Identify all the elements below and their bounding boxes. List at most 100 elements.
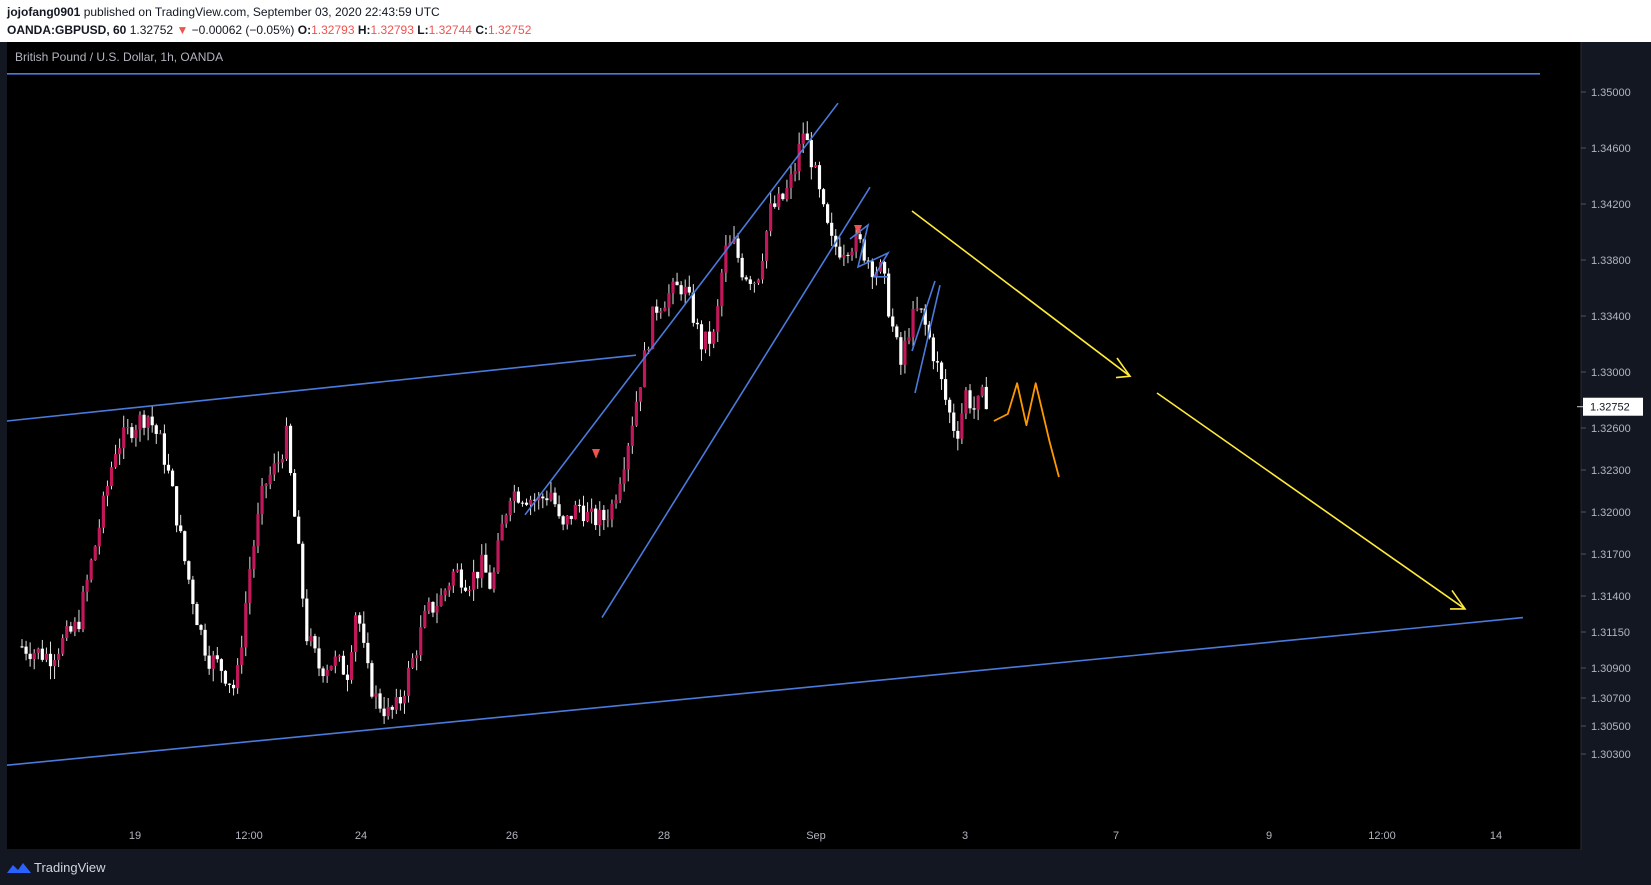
candle-body [366,642,370,664]
candle-body [170,470,175,487]
price-tick-label: 1.34600 [1591,143,1631,155]
candle-body [964,390,968,414]
candle-body [744,277,748,280]
candle-body [777,193,781,207]
tradingview-brand[interactable]: TradingView [34,860,106,875]
candle-body [268,474,272,485]
price-axis[interactable]: 1.35000 1.34600 1.34200 1.33800 1.33400 1.330… [1577,87,1643,761]
candle-body [215,655,219,660]
candle-body [44,653,49,660]
candle-body [390,706,394,710]
chart-canvas[interactable]: British Pound / U.S. Dollar, 1h, OANDA 1… [0,42,1651,850]
price-tick-label: 1.32600 [1591,423,1631,435]
yellow-arrow-1 [911,210,1131,377]
price-tick-label: 1.31700 [1591,549,1631,561]
candle-body [801,133,805,144]
candle-body [435,606,439,613]
candle-body [162,433,167,465]
candle-body [358,615,362,624]
candle-body [48,653,53,667]
candle-body [569,515,573,520]
candle-body [882,262,887,274]
candle-body [667,293,671,308]
candle-body [65,626,69,639]
price-tick-label: 1.32000 [1591,507,1631,519]
candle-body [846,254,850,256]
current-price-badge [1583,397,1643,416]
candle-body [349,652,354,680]
change-down-icon: ▼ [176,23,189,37]
candle-body [813,165,818,168]
candle-body [500,523,504,541]
candle-body [651,306,655,349]
candle-body [126,427,130,429]
high-value: 1.32793 [370,23,414,37]
candle-body [508,500,512,516]
candle-body [952,412,956,431]
candle-body [561,516,565,525]
candle-body [854,234,858,252]
candle-body [480,554,484,579]
candle-body [431,601,435,613]
candle-body [411,658,415,668]
candle-body [150,416,154,426]
candle-body [370,663,374,697]
candle-body [248,568,252,603]
candle-body [447,585,451,591]
price-tick-label: 1.31150 [1591,627,1630,639]
candle-body [415,655,419,659]
candle-body [301,543,305,599]
candle-body [195,604,199,626]
candle-body [911,308,915,338]
candle-body [317,648,321,669]
footer-bar: TradingView [0,850,1651,885]
high-label: H: [357,23,371,37]
candle-body [919,308,923,310]
candle-body [602,509,606,521]
candle-body [545,498,549,501]
red-marker-icon [854,225,862,235]
candle-body [378,693,382,709]
author-name[interactable]: jojofang0901 [7,5,81,19]
candle-body [398,697,402,704]
candle-body [459,569,464,588]
candle-body [606,519,610,521]
candle-body [826,204,830,223]
candle-body [109,467,114,487]
candles-layer [20,121,988,724]
candle-body [402,695,407,704]
candle-body [374,693,378,697]
candle-body [154,425,158,434]
candle-body [211,655,215,669]
candle-body [659,311,663,313]
candle-body [179,525,183,532]
candle-body [504,515,508,524]
candle-body [931,337,935,362]
candle-body [850,251,854,256]
candle-body [146,416,150,428]
candle-body [899,337,903,365]
candle-body [655,306,659,313]
time-tick-label: 26 [506,830,518,842]
time-tick-label: 19 [129,830,141,842]
time-axis[interactable]: 19 12:00 24 26 28 Sep 3 7 9 12:00 14 [129,830,1502,842]
orange-forecast-path [993,382,1060,478]
candle-body [463,587,468,591]
candle-body [821,189,826,205]
candle-body [817,165,822,190]
candle-body [36,648,40,653]
candle-body [809,140,813,168]
candle-body [781,193,785,200]
candle-body [81,591,85,630]
candle-body [858,234,862,240]
symbol-info: OANDA:GBPUSD, 60 1.32752 ▼ −0.00062 (−0.… [7,23,531,37]
candle-body [382,708,386,717]
tradingview-logo-icon[interactable] [7,861,31,875]
candle-body [614,500,618,504]
candle-body [528,499,533,505]
time-tick-label: 9 [1266,830,1272,842]
plot-area[interactable] [7,42,1581,850]
time-tick-label: 12:00 [235,830,263,842]
candle-body [671,281,675,294]
candle-body [646,348,651,351]
